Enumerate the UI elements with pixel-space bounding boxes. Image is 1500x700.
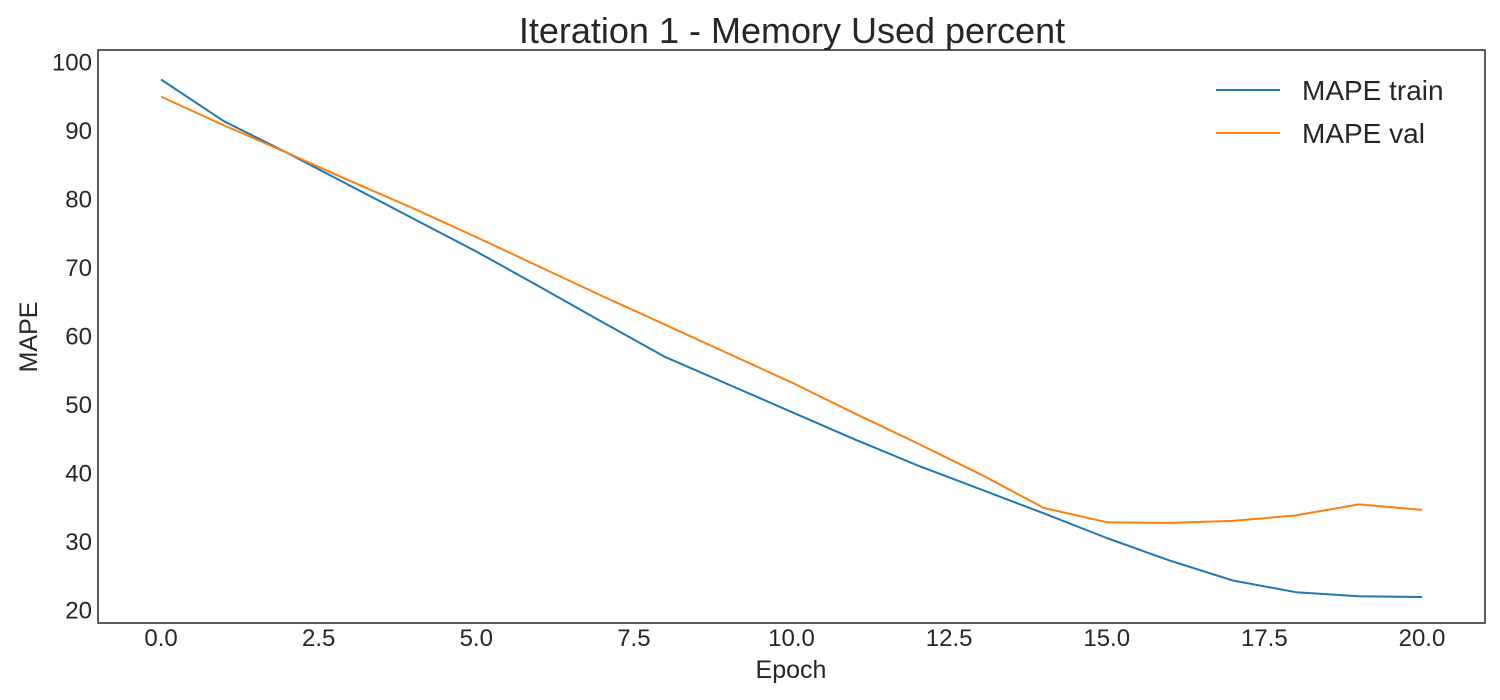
x-tick-label: 17.5 [1241, 625, 1288, 652]
y-tick-label: 100 [52, 49, 92, 76]
x-tick-label: 10.0 [768, 625, 815, 652]
y-tick-label: 60 [65, 324, 92, 351]
plot-frame [97, 49, 1486, 624]
x-axis-ticks: 0.0 2.5 5.0 7.5 10.0 12.5 15.0 17.5 20.0 [144, 625, 1445, 652]
y-tick-label: 70 [65, 255, 92, 282]
y-tick-label: 50 [65, 392, 92, 419]
series-line-val [160, 95, 1423, 524]
x-tick-label: 5.0 [460, 625, 493, 652]
y-tick-label: 40 [65, 461, 92, 488]
series-lines [160, 78, 1423, 598]
x-tick-label: 0.0 [144, 625, 177, 652]
x-tick-label: 20.0 [1399, 625, 1446, 652]
y-axis-ticks: 20 30 40 50 60 70 80 90 100 [52, 49, 92, 624]
legend-label: MAPE val [1302, 118, 1425, 149]
y-tick-label: 80 [65, 186, 92, 213]
x-tick-label: 15.0 [1083, 625, 1130, 652]
x-tick-label: 2.5 [302, 625, 335, 652]
chart-title: Iteration 1 - Memory Used percent [519, 10, 1065, 51]
y-tick-label: 20 [65, 598, 92, 625]
x-tick-label: 7.5 [617, 625, 650, 652]
legend-label: MAPE train [1302, 75, 1444, 106]
y-tick-label: 30 [65, 529, 92, 556]
y-tick-label: 90 [65, 118, 92, 145]
series-line-train [160, 78, 1423, 598]
y-axis-label: MAPE [15, 302, 43, 373]
x-tick-label: 12.5 [926, 625, 973, 652]
legend: MAPE train MAPE val [1216, 75, 1444, 149]
x-axis-label: Epoch [756, 656, 827, 684]
